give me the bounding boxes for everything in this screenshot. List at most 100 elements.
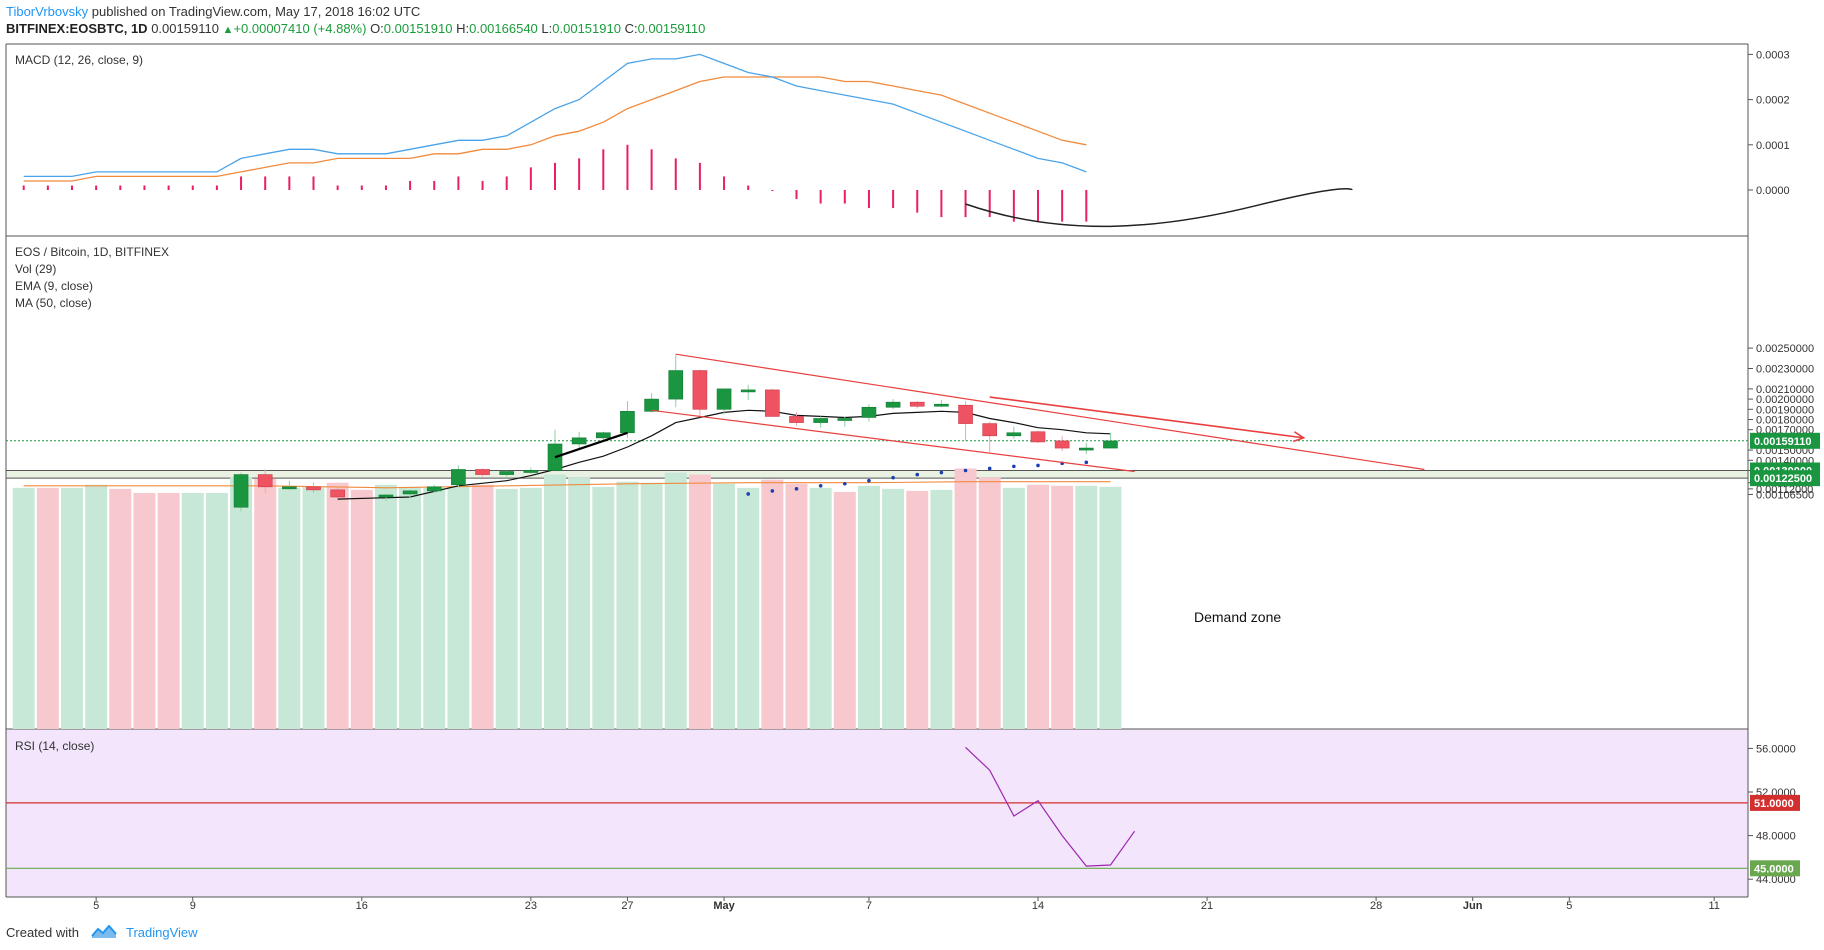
projection-dot [1012, 464, 1016, 469]
volume-bar [302, 486, 325, 729]
volume-bar [205, 492, 228, 729]
volume-bar [954, 468, 977, 729]
candle-body [909, 401, 925, 407]
projection-dot [963, 468, 968, 473]
volume-bar [278, 487, 301, 729]
volume-bar [930, 489, 953, 729]
volume-bar [374, 484, 397, 729]
projection-dot [867, 478, 871, 483]
volume-bar [713, 483, 736, 729]
candle-body [716, 388, 732, 410]
candle-body [595, 432, 611, 439]
x-tick-label: 9 [190, 900, 196, 912]
published-info: published on TradingView.com, May 17, 20… [91, 4, 421, 19]
tradingview-brand[interactable]: TradingView [126, 925, 198, 940]
projection-dot [891, 475, 895, 480]
projection-dot [1084, 460, 1089, 465]
volume-bar [350, 489, 373, 729]
candle-body [475, 469, 490, 475]
price-label-box [1750, 432, 1820, 449]
volume-bar [761, 479, 784, 729]
macd-line [23, 53, 1087, 178]
x-tick-label: 5 [93, 900, 99, 912]
price-y-tick-label: 0.00190000 [1756, 404, 1814, 416]
x-tick-label: 11 [1708, 900, 1719, 912]
symbol-line: BITFINEX:EOSBTC, 1D 0.00159110 ▲+0.00007… [6, 21, 705, 36]
x-tick-label: 23 [525, 900, 537, 912]
x-tick-label: Jun [1463, 900, 1483, 912]
candle-body [330, 489, 345, 498]
candle-body [402, 490, 418, 495]
candle-body [958, 404, 973, 424]
candle-body [233, 474, 249, 508]
volume-bar [882, 488, 905, 729]
candle-body [1054, 440, 1070, 449]
rsi-background [6, 729, 1748, 897]
candle-body [861, 406, 877, 418]
rsi-level-box [1750, 794, 1800, 811]
footer: Created with TradingView [6, 924, 198, 942]
x-tick-label: May [713, 900, 735, 912]
channel-lower-line [651, 409, 1135, 473]
candle-body [1006, 432, 1022, 437]
x-tick-label: 7 [866, 900, 872, 912]
volume-bar [978, 477, 1001, 729]
high-label: H: [456, 21, 470, 36]
volume-bar [133, 492, 156, 729]
publication-line: TiborVrbovsky published on TradingView.c… [6, 4, 420, 19]
volume-bar [688, 474, 711, 729]
candle-body [934, 403, 949, 407]
volume-bar [254, 478, 277, 729]
candle-body [813, 418, 828, 423]
main-pane-title: EOS / Bitcoin, 1D, BITFINEX [15, 245, 169, 259]
volume-bar [640, 482, 663, 729]
candle-body [1030, 431, 1046, 443]
price-label-text: 0.00159110 [1754, 436, 1812, 448]
candle-body [620, 411, 635, 434]
price-change: +0.00007410 (+4.88%) [233, 21, 367, 36]
volume-bar [447, 486, 470, 729]
projection-dot [818, 484, 823, 488]
arrow-up-icon: ▲ [222, 24, 234, 36]
projection-dot [939, 470, 944, 475]
x-tick-label: 27 [621, 900, 633, 912]
candle-body [765, 389, 780, 417]
volume-bar [857, 485, 880, 729]
candle-body [499, 471, 515, 475]
macd-drawn-curve [965, 187, 1353, 228]
author-link[interactable]: TiborVrbovsky [6, 4, 89, 19]
volume-bar [109, 488, 132, 729]
candle-body [740, 389, 756, 393]
candle-body [257, 474, 273, 488]
open-value: 0.00151910 [383, 21, 453, 36]
candle-body [451, 469, 466, 486]
main-legend-item: EMA (9, close) [15, 279, 93, 293]
candle-body [523, 470, 539, 473]
main-legend-item: MA (50, close) [15, 296, 92, 310]
rsi-level-box [1750, 860, 1800, 877]
demand-zone-label: Demand zone [1194, 609, 1281, 625]
channel-upper-line [675, 353, 1425, 471]
candle-body [282, 486, 297, 490]
x-tick-label: 21 [1201, 900, 1213, 912]
candle-body [1103, 440, 1118, 449]
projection-dot [794, 487, 799, 491]
volume-bar [471, 484, 494, 729]
projection-dot [843, 481, 847, 486]
rsi-y-tick-label: 44.0000 [1756, 874, 1796, 886]
drawn-trend-line [554, 431, 628, 459]
projection-dot [1036, 463, 1040, 468]
x-tick-label: 14 [1032, 900, 1044, 912]
ma-50-line [23, 481, 1111, 489]
volume-bar [737, 487, 760, 729]
volume-bar [833, 491, 856, 729]
candle-body [982, 423, 998, 437]
x-tick-label: 28 [1370, 900, 1382, 912]
volume-bar [906, 490, 929, 729]
rsi-y-tick-label: 56.0000 [1756, 743, 1796, 755]
close-value: 0.00159110 [637, 21, 706, 36]
projection-dot [987, 466, 992, 471]
volume-bar [785, 483, 808, 729]
price-y-tick-label: 0.00180000 [1756, 415, 1814, 427]
